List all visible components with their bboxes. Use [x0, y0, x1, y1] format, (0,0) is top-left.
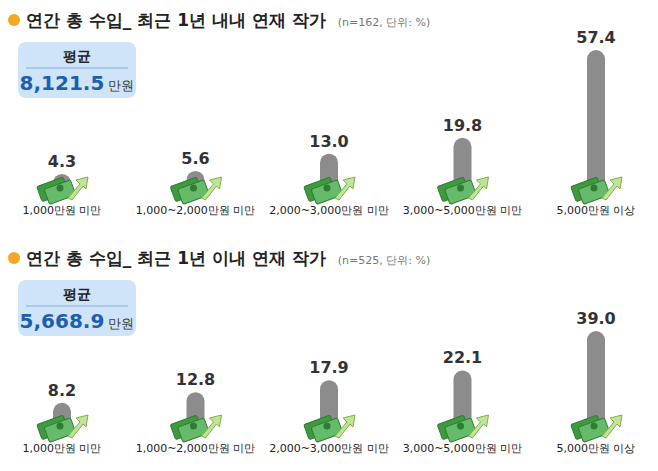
average-number: 5,668.9	[20, 309, 105, 333]
arrow	[335, 177, 355, 200]
category-label: 1,000만원 미만	[23, 204, 102, 217]
arrow	[469, 177, 489, 200]
bill	[445, 180, 477, 205]
data-label: 12.8	[176, 370, 215, 389]
average-box	[18, 280, 136, 336]
bar	[587, 50, 605, 184]
arrow	[469, 415, 489, 438]
bill-dot	[457, 423, 464, 430]
bars	[53, 331, 605, 422]
category-label: 5,000만원 이상	[557, 442, 636, 455]
bar	[454, 138, 472, 184]
average-unit: 만원	[108, 78, 134, 93]
subtitle: (n=162, 단위: %)	[338, 16, 430, 29]
bill-dot	[457, 185, 464, 192]
money-icon	[37, 415, 88, 442]
title: 연간 총 수입_ 최근 1년 내내 연재 작가	[26, 10, 326, 30]
category-label: 3,000~5,000만원 미만	[403, 442, 523, 455]
average-box	[18, 42, 136, 98]
bill-dot	[57, 185, 64, 192]
data-label: 8.2	[48, 381, 76, 400]
money-icon	[571, 415, 622, 442]
category-label: 3,000~5,000만원 미만	[403, 204, 523, 217]
data-label: 17.9	[309, 358, 348, 377]
bill	[44, 418, 76, 443]
average-value: 5,668.9만원	[20, 309, 135, 333]
bill	[178, 418, 210, 443]
average-unit: 만원	[108, 316, 134, 331]
money-icon	[170, 177, 221, 204]
arrow	[68, 415, 88, 438]
bill-dot	[57, 423, 64, 430]
money-icon	[304, 415, 355, 442]
bill-dot	[591, 185, 598, 192]
average-title: 평균	[63, 48, 91, 64]
category-label: 2,000~3,000만원 미만	[269, 442, 389, 455]
bill	[311, 180, 343, 205]
arrow	[202, 177, 222, 200]
average-title: 평균	[63, 286, 91, 302]
bill-dot	[190, 423, 197, 430]
arrow	[602, 415, 622, 438]
money-icon	[170, 415, 221, 442]
money-icon	[437, 415, 488, 442]
average-value: 8,121.5만원	[20, 71, 135, 95]
chart-root: 연간 총 수입_ 최근 1년 내내 연재 작가 (n=162, 단위: %) 평균 8…	[0, 0, 658, 471]
category-label: 5,000만원 이상	[557, 204, 636, 217]
average-divider	[26, 68, 128, 69]
category-label: 2,000~3,000만원 미만	[269, 204, 389, 217]
arrow	[335, 415, 355, 438]
data-label: 19.8	[443, 116, 482, 135]
data-label: 4.3	[48, 152, 76, 171]
bill	[578, 180, 610, 205]
category-label: 1,000~2,000만원 미만	[136, 204, 256, 217]
title-dot	[8, 252, 20, 264]
bill	[578, 418, 610, 443]
data-label: 39.0	[576, 309, 615, 328]
data-label: 13.0	[309, 132, 348, 151]
bill-dot	[324, 423, 331, 430]
panel: 연간 총 수입_ 최근 1년 내내 연재 작가 (n=162, 단위: %) 평균 8…	[8, 10, 636, 217]
average-divider	[26, 306, 128, 307]
data-label: 5.6	[181, 149, 209, 168]
average-number: 8,121.5	[20, 71, 105, 95]
money-icon	[37, 177, 88, 204]
title-dot	[8, 14, 20, 26]
subtitle: (n=525, 단위: %)	[338, 254, 430, 267]
data-label: 57.4	[576, 28, 615, 47]
arrow	[202, 415, 222, 438]
bill-dot	[190, 185, 197, 192]
bill	[311, 418, 343, 443]
data-label: 22.1	[443, 348, 482, 367]
category-label: 1,000만원 미만	[23, 442, 102, 455]
bill-dot	[591, 423, 598, 430]
bill	[178, 180, 210, 205]
title: 연간 총 수입_ 최근 1년 이내 연재 작가	[26, 248, 326, 268]
bill-dot	[324, 185, 331, 192]
bar	[454, 370, 472, 422]
bar	[587, 331, 605, 422]
bill	[44, 180, 76, 205]
money-icon	[437, 177, 488, 204]
arrow	[602, 177, 622, 200]
panel: 연간 총 수입_ 최근 1년 이내 연재 작가 (n=525, 단위: %) 평균 5…	[8, 248, 636, 455]
bill	[445, 418, 477, 443]
money-icon	[304, 177, 355, 204]
bars	[53, 50, 605, 184]
category-label: 1,000~2,000만원 미만	[136, 442, 256, 455]
arrow	[68, 177, 88, 200]
money-icon	[571, 177, 622, 204]
